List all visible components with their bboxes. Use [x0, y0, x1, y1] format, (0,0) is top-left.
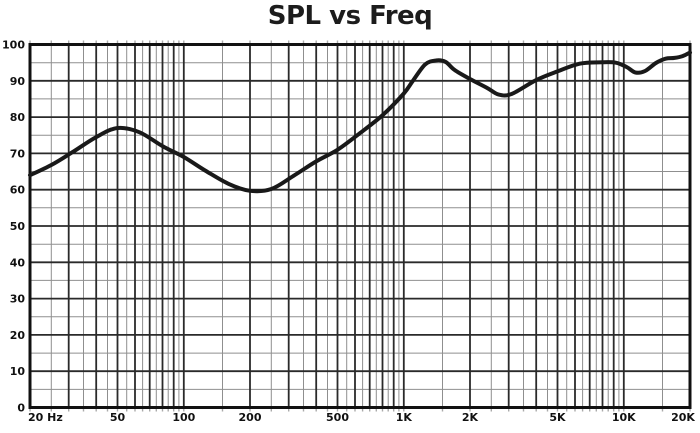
x-tick-label: 20K [671, 411, 695, 424]
y-tick-label: 50 [10, 220, 26, 233]
y-tick-label: 80 [10, 111, 26, 124]
x-tick-label: 2K [462, 411, 479, 424]
y-tick-label: 40 [10, 256, 26, 269]
x-tick-label: 200 [239, 411, 262, 424]
x-tick-label: 100 [172, 411, 195, 424]
chart-title: SPL vs Freq [267, 1, 433, 31]
x-tick-label: 5K [549, 411, 566, 424]
x-tick-label: 20 Hz [28, 411, 63, 424]
y-tick-label: 100 [2, 39, 25, 52]
x-tick-label: 50 [110, 411, 126, 424]
y-tick-label: 10 [10, 365, 26, 378]
y-tick-label: 60 [10, 184, 26, 197]
y-tick-label: 0 [17, 402, 25, 415]
spl-curve [28, 50, 692, 194]
y-tick-label: 20 [10, 329, 26, 342]
y-tick-label: 90 [10, 75, 26, 88]
x-tick-label: 500 [326, 411, 349, 424]
x-axis-labels: 20 Hz 50 100 200 500 1K 2K 5K 10K 20K [28, 411, 695, 424]
x-tick-label: 1K [396, 411, 413, 424]
plot-frame [28, 43, 692, 409]
y-tick-label: 70 [10, 147, 26, 160]
x-tick-label: 10K [612, 411, 636, 424]
y-tick-label: 30 [10, 293, 26, 306]
